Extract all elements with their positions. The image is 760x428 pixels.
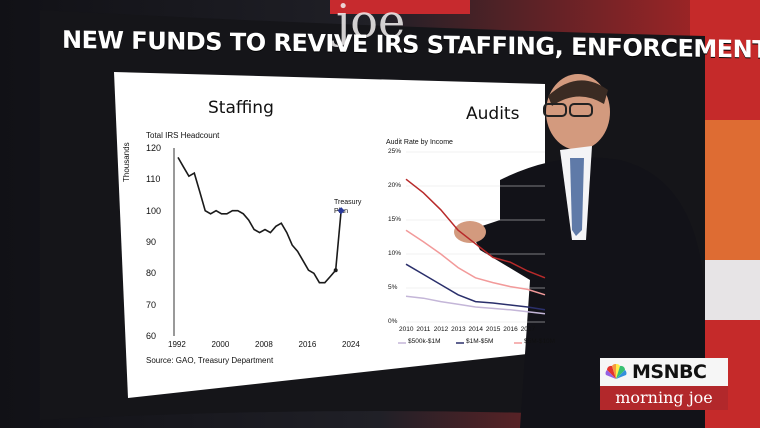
network-name: MSNBC [632, 361, 707, 383]
audits-series-line [405, 178, 546, 279]
studio-sign: joe [336, 0, 406, 48]
staffing-title: Staffing [208, 98, 274, 118]
audits-x-tick: 2016 [503, 326, 518, 333]
audits-y-tick: 10% [388, 250, 402, 257]
staffing-x-tick: 2008 [255, 340, 273, 349]
audits-legend-item: $5M-$10M [524, 338, 556, 345]
audits-series-line [405, 229, 546, 296]
audits-y-tick: 15% [388, 216, 402, 223]
staffing-last-point [333, 268, 338, 273]
staffing-x-tick: 1992 [168, 340, 186, 349]
audits-y-tick: 0% [388, 318, 398, 325]
audits-y-tick: 25% [388, 148, 402, 155]
staffing-y-tick: 60 [146, 331, 157, 341]
treasury-plan-marker [337, 207, 345, 215]
staffing-y-tick: 80 [146, 268, 157, 279]
staffing-source: Source: GAO, Treasury Department [146, 356, 274, 365]
treasury-plan-line [334, 210, 342, 271]
staffing-y-tick: 120 [146, 143, 162, 153]
audits-x-tick: 2013 [451, 326, 466, 333]
audits-x-tick: 2010 [399, 326, 414, 333]
staffing-annotation-line1: Treasury [334, 199, 362, 206]
network-logo: MSNBC morning joe [600, 358, 728, 410]
audits-legend-item: $500k-$1M [408, 338, 441, 345]
staffing-y-tick: 100 [146, 205, 162, 216]
audits-x-tick: 2012 [433, 326, 449, 333]
staffing-ylabel: Total IRS Headcount [146, 131, 220, 140]
audits-x-tick: 2015 [485, 326, 501, 333]
chart-board [114, 72, 545, 398]
peacock-icon [605, 363, 627, 379]
show-name: morning joe [600, 386, 728, 410]
audits-x-tick: 2017 [520, 326, 536, 333]
audits-x-tick: 2011 [416, 326, 431, 333]
staffing-y-tick: 70 [146, 299, 157, 310]
audits-y-tick: 20% [388, 182, 402, 189]
audits-title: Audits [466, 104, 520, 124]
audits-ylabel: Audit Rate by Income [386, 139, 453, 146]
audits-legend-item: $1M-$5M [466, 338, 494, 345]
audits-x-tick: 2014 [468, 326, 483, 333]
staffing-y-tick: 110 [146, 174, 161, 185]
staffing-x-tick: 2024 [342, 340, 360, 349]
audits-y-tick: 5% [388, 284, 398, 291]
staffing-x-tick: 2000 [211, 340, 230, 349]
staffing-line [177, 157, 337, 284]
staffing-y-tick: 90 [146, 237, 157, 247]
audits-series-line [405, 295, 546, 315]
staffing-x-tick: 2016 [298, 340, 317, 349]
audits-series-line [405, 263, 546, 311]
